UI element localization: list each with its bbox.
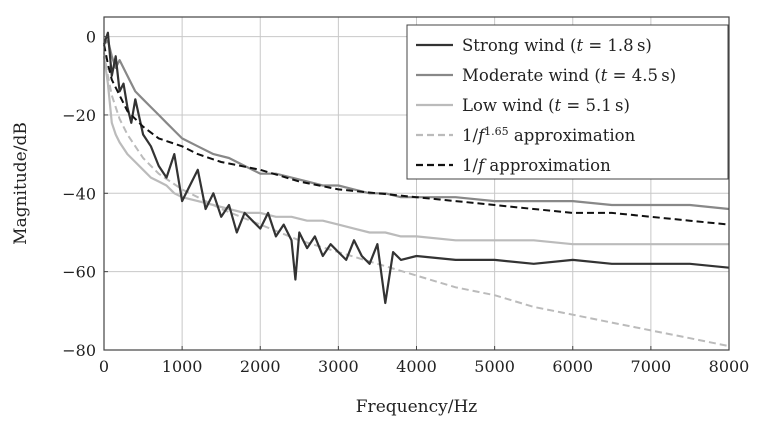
y-axis-label: Magnitude/dB [11, 122, 31, 245]
x-tick-label: 5000 [474, 357, 515, 376]
y-tick-label: −80 [62, 341, 96, 360]
x-tick-label: 0 [99, 357, 109, 376]
x-tick-label: 2000 [240, 357, 281, 376]
legend-label: Low wind (t = 5.1 s) [462, 96, 630, 115]
axis-ticks: 0 1000 2000 3000 4000 5000 6000 7000 8000 0 −20 −40… [62, 28, 749, 376]
y-tick-label: −60 [62, 263, 96, 282]
y-tick-label: −40 [62, 184, 96, 203]
legend-label: Strong wind (t = 1.8 s) [462, 36, 652, 55]
legend-label: 1/f approximation [462, 156, 611, 175]
series-line-3 [103, 52, 730, 348]
y-tick-label: −20 [62, 106, 96, 125]
legend-box [406, 24, 729, 180]
x-axis-label: Frequency/Hz [356, 397, 478, 417]
series-layer [102, 31, 730, 348]
x-tick-label: 3000 [318, 357, 359, 376]
legend-label: Moderate wind (t = 4.5 s) [462, 66, 676, 85]
x-tick-label: 8000 [709, 357, 750, 376]
x-tick-label: 4000 [396, 357, 437, 376]
legend-label: 1/f1.65 approximation [462, 125, 636, 146]
x-tick-label: 7000 [631, 357, 672, 376]
legend: Strong wind (t = 1.8 s) Moderate wind (t … [406, 24, 729, 180]
x-tick-label: 6000 [552, 357, 593, 376]
x-tick-label: 1000 [162, 357, 203, 376]
y-tick-label: 0 [86, 28, 96, 47]
series-line-1 [103, 39, 730, 211]
series-line-4 [103, 44, 730, 226]
